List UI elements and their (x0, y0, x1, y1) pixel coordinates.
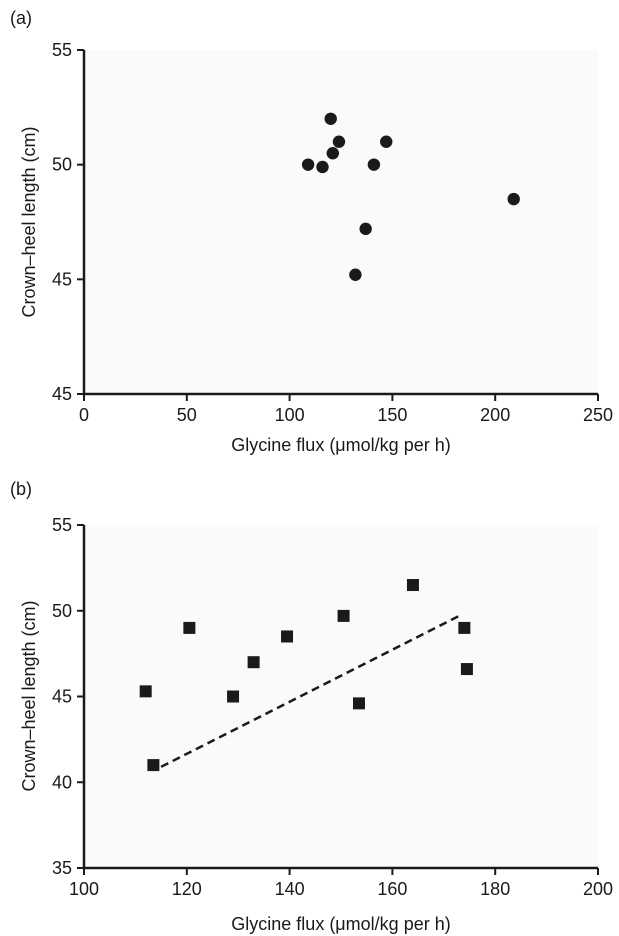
panel-a-label: (a) (10, 8, 32, 28)
panel-a-scatter-chart: (a) 45 45 50 55 0 50 100 150 200 250 Glycine flu… (10, 8, 613, 455)
panel-b-data-point (147, 759, 160, 772)
panel-a-x-tick-label: 50 (177, 405, 197, 425)
panel-b-points (139, 579, 473, 772)
panel-a-data-point (349, 268, 362, 281)
panel-a-x-axis-label: Glycine flux (μmol/kg per h) (231, 435, 450, 455)
panel-b-x-tick-label: 100 (69, 879, 99, 899)
panel-b-data-point (458, 621, 471, 634)
panel-b-x-axis-label: Glycine flux (μmol/kg per h) (231, 914, 450, 934)
panel-b-y-tick-label: 55 (52, 515, 72, 535)
panel-a-data-point (316, 160, 329, 174)
panel-a-plot-background (84, 50, 598, 394)
panel-a-y-axis-label: Crown–heel length (cm) (19, 126, 39, 317)
panel-b-data-point (460, 663, 473, 676)
panel-b-data-point (337, 609, 350, 622)
panel-a-data-point (301, 158, 315, 171)
panel-a-x-tick-label: 150 (377, 405, 407, 425)
panel-b-data-point (406, 579, 419, 592)
panel-b-plot-background (84, 525, 598, 868)
panel-b-trendline (160, 614, 460, 768)
panel-b-y-tick-label: 40 (52, 772, 72, 792)
panel-a-x-ticks: 0 50 100 150 200 250 (79, 394, 613, 425)
panel-a-x-tick-label: 250 (583, 405, 613, 425)
panel-a-data-point (332, 135, 346, 148)
panel-b-data-point (139, 685, 152, 698)
panel-a-data-point (324, 112, 337, 126)
panel-b-data-point (183, 621, 196, 634)
panel-a-y-tick-label: 45 (52, 269, 72, 289)
panel-b-plot-area (84, 525, 598, 868)
panel-b-x-tick-label: 200 (583, 879, 613, 899)
panel-b-y-ticks: 35 40 45 50 55 (52, 515, 84, 878)
panel-a-y-tick-label: 50 (52, 155, 72, 175)
panel-a-y-ticks: 45 45 50 55 (52, 40, 84, 404)
panel-b-trendline-line (160, 614, 460, 768)
panel-a-data-point (507, 192, 520, 206)
panel-b-y-tick-label: 50 (52, 601, 72, 621)
panel-a-points (301, 112, 520, 281)
panel-b-scatter-chart: (b) 35 40 45 50 55 100 120 140 160 180 200 Glycin… (10, 479, 613, 934)
panel-b-label: (b) (10, 479, 32, 499)
panel-b-data-point (281, 630, 294, 643)
panel-b-x-tick-label: 120 (172, 879, 202, 899)
panel-a-x-tick-label: 0 (79, 405, 89, 425)
panel-a-plot-area (84, 50, 598, 394)
panel-a-data-point (359, 222, 372, 236)
panel-a-x-tick-label: 100 (275, 405, 305, 425)
panel-a-x-tick-label: 200 (480, 405, 510, 425)
panel-a-y-tick-label: 45 (52, 384, 72, 404)
panel-b-x-tick-label: 140 (275, 879, 305, 899)
panel-a-data-point (367, 158, 381, 171)
panel-a-data-point (380, 135, 393, 148)
panel-a-y-tick-label: 55 (52, 40, 72, 60)
panel-a-axes (82, 50, 598, 396)
panel-b-y-tick-label: 35 (52, 858, 72, 878)
panel-a-data-point (326, 147, 339, 160)
panel-b-data-point (352, 697, 365, 710)
panel-b-x-tick-label: 180 (480, 879, 510, 899)
panel-b-y-axis-label: Crown–heel length (cm) (19, 600, 39, 791)
panel-b-data-point (227, 690, 240, 703)
panel-b-y-tick-label: 45 (52, 687, 72, 707)
panel-b-x-ticks: 100 120 140 160 180 200 (69, 868, 613, 899)
panel-b-axes (82, 525, 598, 870)
panel-b-x-tick-label: 160 (377, 879, 407, 899)
panel-b-data-point (247, 656, 260, 669)
